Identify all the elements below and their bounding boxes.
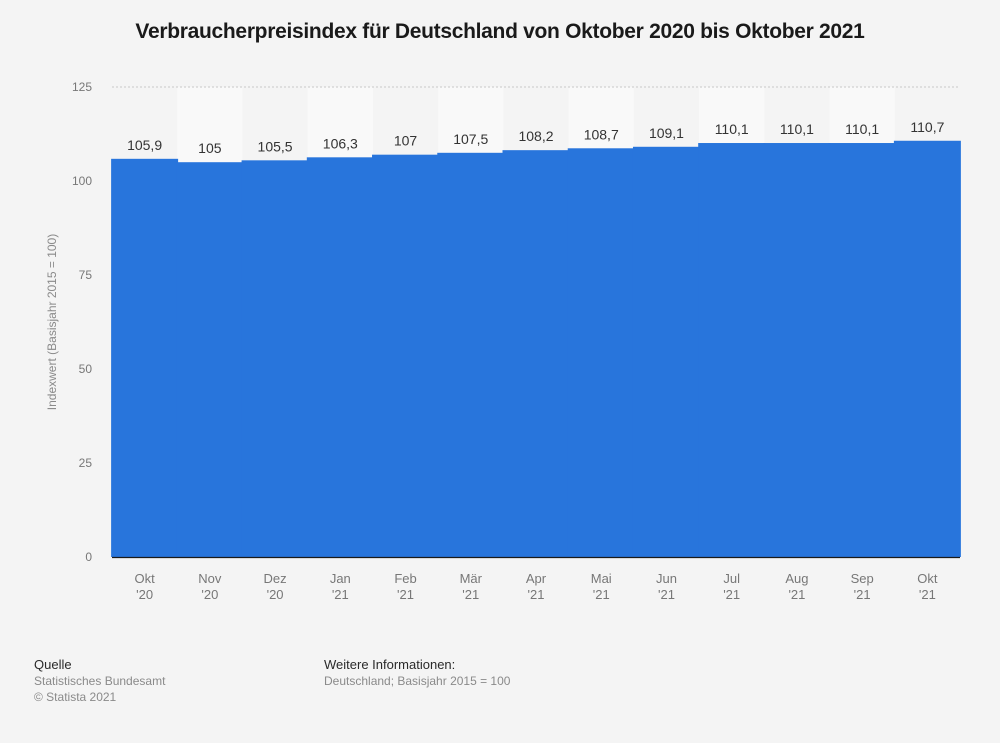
value-label: 105 [198, 140, 222, 156]
y-axis-label: Indexwert (Basisjahr 2015 = 100) [45, 234, 59, 410]
y-tick-label: 100 [72, 174, 92, 188]
value-label: 107 [394, 133, 418, 149]
x-tick-label-year: '20 [201, 587, 218, 602]
value-labels: 105,9 105 105,5 106,3 107 107,5 108,2 108,7 109,… [127, 119, 945, 156]
bar [632, 146, 700, 557]
bar [176, 162, 244, 557]
value-label: 110,7 [910, 119, 944, 135]
bar [763, 143, 831, 558]
info-block: Weitere Informationen: Deutschland; Basi… [324, 657, 510, 689]
x-axis-ticks: Okt'20Nov'20Dez'20Jan'21Feb'21Mär'21Apr'… [134, 571, 937, 602]
x-tick-label: Dez [264, 571, 287, 586]
bar [111, 158, 179, 558]
y-axis-ticks: 0 25 50 75 100 125 [72, 80, 92, 564]
info-text: Deutschland; Basisjahr 2015 = 100 [324, 674, 511, 688]
bar-chart: 0 25 50 75 100 125 Indexwert (Basisjahr 2015 … [45, 80, 961, 602]
source-name: Statistisches Bundesamt [34, 674, 166, 688]
x-tick-label: Jul [723, 571, 740, 586]
x-tick-label: Jan [330, 571, 351, 586]
x-tick-label-year: '21 [658, 587, 675, 602]
value-label: 107,5 [453, 131, 488, 147]
y-tick-label: 50 [79, 362, 93, 376]
value-label: 108,7 [584, 126, 619, 142]
bar [698, 143, 766, 558]
y-tick-label: 125 [72, 80, 92, 94]
value-label: 110,1 [715, 121, 749, 137]
copyright: © Statista 2021 [34, 690, 117, 704]
x-tick-label-year: '21 [397, 587, 414, 602]
value-label: 106,3 [323, 135, 358, 151]
x-tick-label-year: '20 [136, 587, 153, 602]
value-label: 105,9 [127, 137, 162, 153]
bar [828, 143, 896, 558]
x-tick-label: Nov [198, 571, 222, 586]
x-tick-label: Sep [851, 571, 874, 586]
x-tick-label-year: '21 [723, 587, 740, 602]
x-tick-label: Okt [134, 571, 155, 586]
value-label: 110,1 [845, 121, 879, 137]
bar [241, 160, 309, 557]
source-block: Quelle Statistisches Bundesamt © Statist… [34, 657, 165, 705]
bars [111, 140, 961, 558]
x-tick-label-year: '21 [919, 587, 936, 602]
x-tick-label: Mär [460, 571, 483, 586]
y-tick-label: 25 [79, 456, 93, 470]
x-tick-label-year: '21 [332, 587, 349, 602]
value-label: 108,2 [518, 128, 553, 144]
bar [437, 152, 505, 558]
info-heading: Weitere Informationen: [324, 657, 456, 672]
x-tick-label-year: '21 [593, 587, 610, 602]
x-tick-label-year: '21 [854, 587, 871, 602]
value-label: 110,1 [780, 121, 814, 137]
x-tick-label: Aug [785, 571, 808, 586]
x-tick-label-year: '21 [528, 587, 545, 602]
bar [567, 148, 635, 557]
bar [372, 154, 440, 557]
bar [502, 150, 570, 557]
x-tick-label: Mai [591, 571, 612, 586]
chart-title: Verbraucherpreisindex für Deutschland vo… [135, 20, 865, 43]
x-tick-label: Jun [656, 571, 677, 586]
x-tick-label-year: '20 [267, 587, 284, 602]
y-tick-label: 0 [85, 550, 92, 564]
x-tick-label: Okt [917, 571, 938, 586]
value-label: 105,5 [258, 138, 293, 154]
x-tick-label: Apr [526, 571, 547, 586]
x-tick-label: Feb [394, 571, 416, 586]
x-tick-label-year: '21 [462, 587, 479, 602]
bar [893, 140, 961, 557]
y-tick-label: 75 [79, 268, 93, 282]
value-label: 109,1 [649, 125, 684, 141]
x-tick-label-year: '21 [788, 587, 805, 602]
bar [306, 157, 374, 557]
source-heading: Quelle [34, 657, 72, 672]
